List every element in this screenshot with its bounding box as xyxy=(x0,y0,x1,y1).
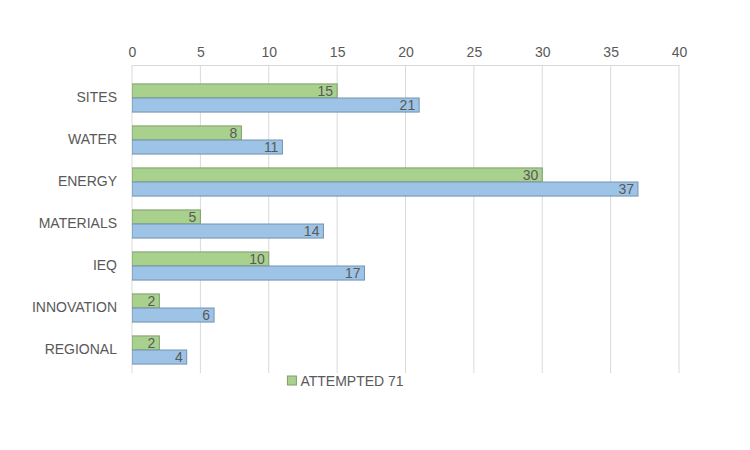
data-label: 6 xyxy=(202,307,210,323)
tick: ENERGY xyxy=(58,173,132,189)
tick-label: ENERGY xyxy=(58,173,118,189)
bar xyxy=(132,126,241,140)
tick: INNOVATION xyxy=(32,299,132,315)
tick-label: 5 xyxy=(197,44,205,60)
bar xyxy=(132,84,337,98)
tick-label: 0 xyxy=(129,44,137,60)
axis-line xyxy=(133,65,680,66)
data-label: 30 xyxy=(523,167,539,183)
bar xyxy=(132,168,542,182)
data-label: 11 xyxy=(264,139,279,155)
tick-label: 25 xyxy=(467,44,483,60)
data-label: 8 xyxy=(230,125,238,141)
grid xyxy=(132,65,679,373)
tick-label: SITES xyxy=(77,89,117,105)
tick: 5 xyxy=(197,44,205,65)
legend: ATTEMPTED 71 xyxy=(287,373,403,389)
tick-label: 15 xyxy=(330,44,346,60)
data-label: 15 xyxy=(318,83,334,99)
data-label: 37 xyxy=(618,181,634,197)
data-label: 2 xyxy=(148,335,156,351)
tick: 40 xyxy=(672,44,688,65)
tick: 10 xyxy=(261,44,277,65)
tick: REGIONAL xyxy=(45,341,132,357)
tick-label: WATER xyxy=(68,131,117,147)
y-axis: SITES WATER ENERGY MATERIALS IEQ INNOVATION RE… xyxy=(32,89,132,357)
data-label: 4 xyxy=(175,349,183,365)
bars xyxy=(132,84,638,364)
tick: IEQ xyxy=(93,257,132,273)
legend-swatch xyxy=(287,376,296,385)
tick-label: 35 xyxy=(603,44,619,60)
tick-label: 30 xyxy=(535,44,551,60)
grid-line xyxy=(679,65,680,373)
grid-line xyxy=(473,65,474,373)
data-label: 14 xyxy=(304,223,320,239)
tick-label: 20 xyxy=(398,44,414,60)
tick: 35 xyxy=(603,44,619,65)
tick: 20 xyxy=(398,44,414,65)
data-label: 21 xyxy=(400,97,416,113)
data-label: 10 xyxy=(249,251,265,267)
bar xyxy=(132,224,323,238)
legend-item: ATTEMPTED 71 xyxy=(287,373,403,389)
data-label: 17 xyxy=(345,265,361,281)
x-axis: 0 5 10 15 20 25 30 35 40 xyxy=(129,44,688,66)
bar xyxy=(132,182,638,196)
tick: 0 xyxy=(129,44,137,65)
tick-label: IEQ xyxy=(93,257,117,273)
data-label: 5 xyxy=(189,209,197,225)
tick: 15 xyxy=(330,44,346,65)
tick-label: 10 xyxy=(261,44,277,60)
tick-label: 40 xyxy=(672,44,688,60)
tick: 25 xyxy=(467,44,483,65)
legend-label: ATTEMPTED 71 xyxy=(300,373,403,389)
tick-label: INNOVATION xyxy=(32,299,117,315)
chart: 0510152025303540SITESWATERENERGYMATERIAL… xyxy=(0,0,750,450)
tick: MATERIALS xyxy=(39,215,132,231)
data-label: 2 xyxy=(148,293,156,309)
tick: 30 xyxy=(535,44,551,65)
tick-label: REGIONAL xyxy=(45,341,118,357)
bar xyxy=(132,140,282,154)
data-labels: 15 8 30 5 10 2 2 21 11 37 14 17 6 4 xyxy=(148,83,635,365)
grid-line xyxy=(610,65,611,373)
tick: SITES xyxy=(77,89,132,105)
tick-label: MATERIALS xyxy=(39,215,117,231)
tick: WATER xyxy=(68,131,132,147)
bar xyxy=(132,266,364,280)
grid-line xyxy=(542,65,543,373)
bar xyxy=(132,98,419,112)
